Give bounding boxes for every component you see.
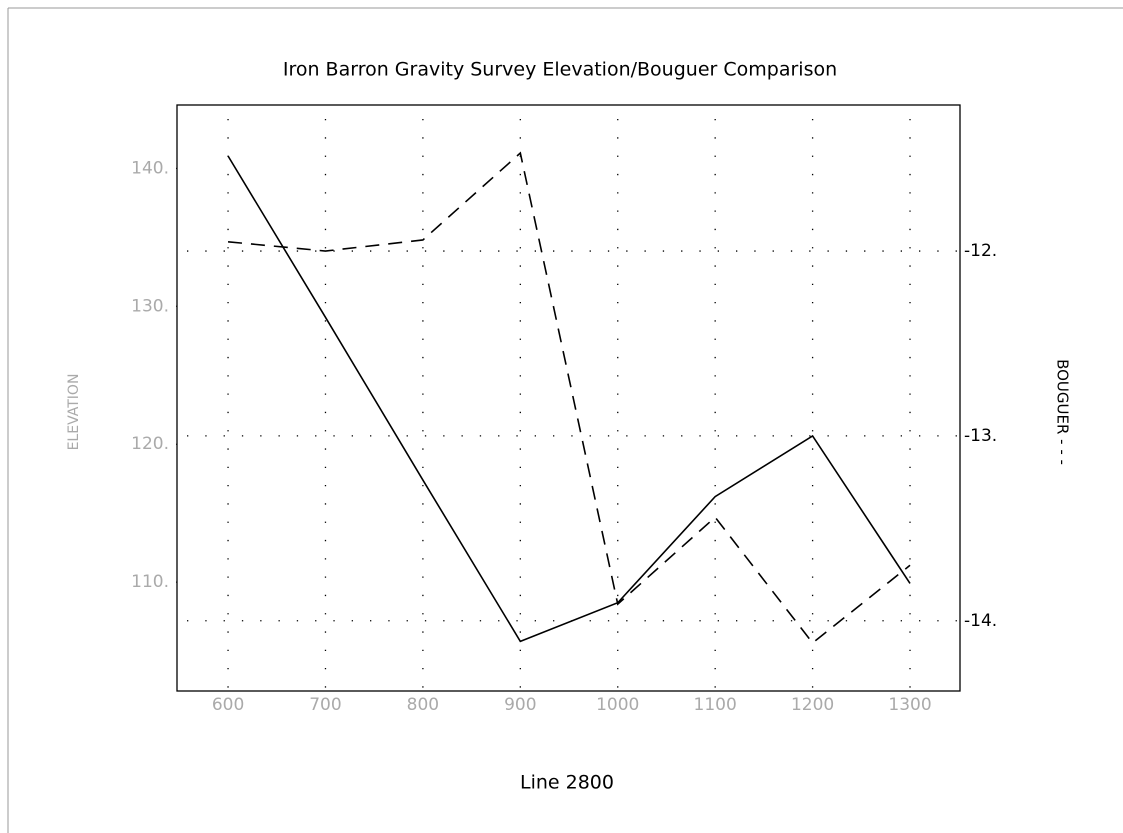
y-tick-label: 120. [131,434,169,454]
x-tick-label: 1000 [596,695,639,715]
x-tick-label: 800 [407,695,439,715]
y-axis-label: ELEVATION [66,374,82,451]
y2-tick-label: -13. [964,426,997,446]
series-line [227,155,911,643]
y-tick-label: 110. [131,572,169,592]
chart-title: Iron Barron Gravity Survey Elevation/Bou… [283,59,837,81]
x-tick-label: 600 [212,695,244,715]
plot-frame [176,104,961,692]
y-tick-label: 130. [131,296,169,316]
series-line [227,151,911,645]
x-axis-label: Line 2800 [520,772,614,794]
y2-tick-label: -14. [964,611,997,631]
x-tick-label: 1100 [694,695,737,715]
x-tick-label: 1200 [791,695,834,715]
y2-tick-label: -12. [964,241,997,261]
x-tick-label: 1300 [888,695,931,715]
y-tick-label: 140. [131,158,169,178]
y2-axis-label: BOUGUER - - - [1054,359,1072,465]
x-tick-label: 900 [504,695,536,715]
x-tick-label: 700 [309,695,341,715]
